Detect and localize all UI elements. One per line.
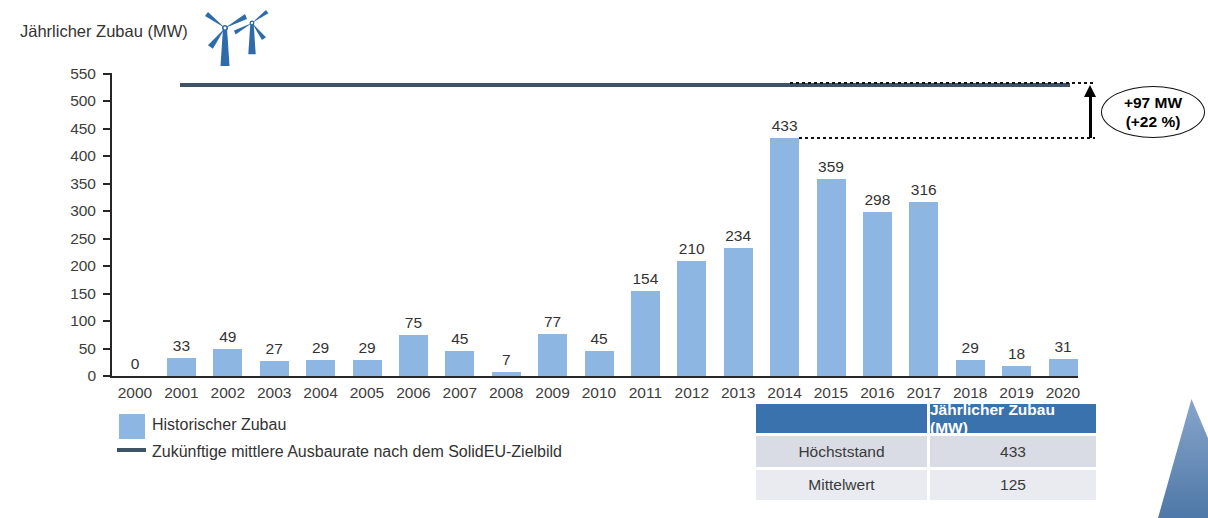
y-tick-mark	[103, 375, 110, 377]
bar-2006	[399, 335, 428, 376]
delta-annotation-bubble: +97 MW (+22 %)	[1101, 86, 1205, 138]
bar-2014	[770, 138, 799, 376]
table-row-label: Mittelwert	[756, 470, 927, 500]
table-row-value: 125	[930, 470, 1096, 500]
y-tick-mark	[103, 238, 110, 240]
bar-2001	[167, 358, 196, 376]
dashed-guide-bottom	[799, 137, 1095, 139]
bar-2003	[260, 361, 289, 376]
y-tick-mark	[103, 210, 110, 212]
bar-2019	[1002, 366, 1031, 376]
table-header-empty	[756, 404, 927, 433]
y-tick-label: 0	[38, 367, 96, 385]
bar-value-label: 359	[799, 157, 863, 177]
delta-arrow-head-icon	[1084, 85, 1096, 97]
y-tick-label: 400	[38, 147, 96, 165]
bar-value-label: 45	[567, 329, 631, 349]
annotation-line2: (+22 %)	[1126, 112, 1181, 131]
y-tick-label: 500	[38, 92, 96, 110]
delta-arrow-shaft	[1089, 96, 1092, 138]
x-axis-line	[110, 376, 1078, 378]
dashed-guide-top	[790, 82, 1095, 84]
bar-value-label: 0	[103, 354, 167, 374]
bar-2005	[353, 360, 382, 376]
bar-value-label: 31	[1031, 337, 1095, 357]
bar-2010	[585, 351, 614, 376]
legend-line-swatch	[117, 448, 146, 452]
bar-2011	[631, 291, 660, 376]
wind-turbine-icon	[200, 2, 274, 68]
y-axis-line	[110, 73, 112, 378]
bar-2004	[306, 360, 335, 376]
legend-bar-label: Historischer Zubau	[152, 416, 286, 434]
y-tick-label: 150	[38, 285, 96, 303]
y-tick-label: 50	[38, 340, 96, 358]
y-tick-mark	[103, 73, 110, 75]
y-tick-mark	[103, 183, 110, 185]
bar-2012	[677, 261, 706, 376]
bar-value-label: 29	[335, 338, 399, 358]
y-tick-mark	[103, 348, 110, 350]
y-tick-mark	[103, 293, 110, 295]
y-tick-mark	[103, 128, 110, 130]
x-tick-label: 2020	[1031, 383, 1095, 402]
y-tick-label: 300	[38, 202, 96, 220]
y-tick-label: 250	[38, 230, 96, 248]
bar-2013	[724, 248, 753, 376]
bar-value-label: 7	[474, 350, 538, 370]
bar-value-label: 433	[753, 116, 817, 136]
bar-2008	[492, 372, 521, 376]
y-tick-label: 200	[38, 257, 96, 275]
bar-2018	[956, 360, 985, 376]
bar-2007	[445, 351, 474, 376]
bar-value-label: 316	[892, 180, 956, 200]
bar-2015	[817, 179, 846, 376]
legend-line-label: Zukünftige mittlere Ausbaurate nach dem …	[152, 443, 562, 461]
y-tick-mark	[103, 100, 110, 102]
summary-table: Jährlicher Zubau (MW) Höchststand 433 Mi…	[756, 404, 1096, 500]
bar-value-label: 154	[613, 269, 677, 289]
bar-2002	[213, 349, 242, 376]
bar-2016	[863, 212, 892, 376]
corner-decoration-triangle	[1158, 399, 1208, 518]
y-tick-label: 450	[38, 120, 96, 138]
bar-2009	[538, 334, 567, 376]
annotation-line1: +97 MW	[1124, 93, 1182, 112]
y-tick-mark	[103, 155, 110, 157]
bar-2017	[909, 202, 938, 376]
legend-bar-swatch	[119, 414, 145, 439]
y-tick-mark	[103, 320, 110, 322]
bar-value-label: 45	[428, 329, 492, 349]
axis-title: Jährlicher Zubau (MW)	[20, 22, 188, 41]
table-row-value: 433	[930, 436, 1096, 467]
y-tick-mark	[103, 265, 110, 267]
table-row-label: Höchststand	[756, 436, 927, 467]
table-header-value: Jährlicher Zubau (MW)	[930, 404, 1096, 433]
y-tick-label: 350	[38, 175, 96, 193]
y-tick-label: 550	[38, 65, 96, 83]
y-tick-label: 100	[38, 312, 96, 330]
bar-value-label: 234	[706, 226, 770, 246]
bar-2020	[1049, 359, 1078, 376]
slide: Jährlicher Zubau (MW)	[0, 0, 1208, 518]
